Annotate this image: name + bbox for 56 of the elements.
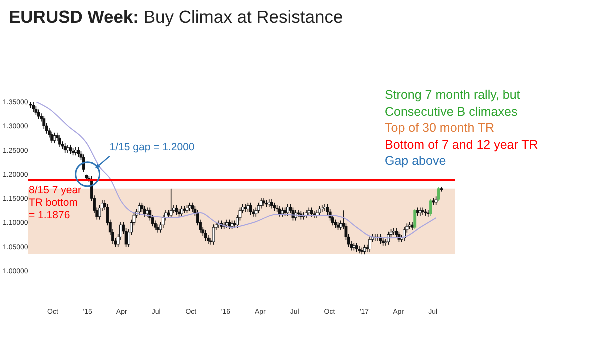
candlestick <box>403 226 406 242</box>
candlestick <box>32 102 35 113</box>
chart-title: EURUSD Week: Buy Climax at Resistance <box>9 7 344 28</box>
candlestick <box>324 204 326 212</box>
candlestick <box>281 207 284 218</box>
candlestick <box>360 247 364 255</box>
annotation: Top of 30 month TR <box>385 120 496 136</box>
candlestick <box>254 207 258 218</box>
candlestick <box>430 198 432 216</box>
candlestick <box>146 207 149 218</box>
candlestick <box>50 132 54 144</box>
candlestick <box>249 202 252 216</box>
text: Strong 7 month rally, but <box>385 87 522 104</box>
annotation: Gap above <box>385 153 448 170</box>
candlestick <box>292 207 295 222</box>
candlestick <box>69 144 72 155</box>
candlestick <box>395 228 398 238</box>
candlestick <box>180 206 184 218</box>
annotation: 1/15 gap = 1.2000 <box>110 141 195 154</box>
candlestick <box>98 204 102 220</box>
candlestick <box>355 242 358 253</box>
candlestick <box>320 204 324 212</box>
annotation: Consecutive B climaxes <box>385 104 519 120</box>
candlestick <box>318 206 322 216</box>
candlestick <box>138 202 141 216</box>
candlestick <box>310 207 314 218</box>
ref-line-label: 8/15 7 year TR bottom = 1.1876 <box>29 184 82 222</box>
candlestick <box>37 109 40 120</box>
candlestick <box>170 188 173 219</box>
candlestick <box>270 199 274 210</box>
candlestick <box>246 202 250 212</box>
candlestick <box>387 231 390 246</box>
candlestick <box>175 204 178 216</box>
candlestick <box>82 154 86 173</box>
candlestick <box>64 143 67 154</box>
candlestick <box>368 236 372 253</box>
candlestick <box>414 208 417 230</box>
candlestick <box>438 187 440 202</box>
candlestick <box>392 228 396 236</box>
candlestick <box>212 224 216 246</box>
candlestick <box>204 230 208 242</box>
candlestick <box>426 210 430 218</box>
candlestick <box>143 206 146 218</box>
candlestick <box>260 198 263 210</box>
candlestick <box>53 132 56 144</box>
candlestick <box>77 146 80 158</box>
candlestick <box>34 106 38 116</box>
candlestick <box>286 204 290 216</box>
candlestick <box>440 186 444 192</box>
candlestick <box>191 202 194 212</box>
candlestick <box>422 207 425 216</box>
candlestick <box>29 102 32 109</box>
candlestick <box>228 219 232 230</box>
candlestick <box>363 244 366 255</box>
candlestick <box>58 134 62 148</box>
annotation: Bottom of 7 and 12 year TR <box>385 136 538 153</box>
